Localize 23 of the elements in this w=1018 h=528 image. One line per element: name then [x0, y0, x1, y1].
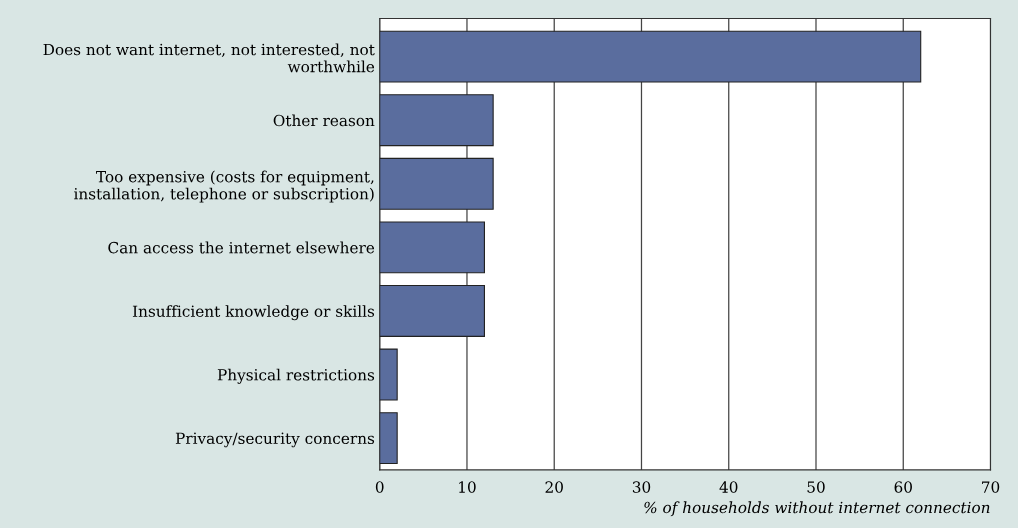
bar [379, 221, 485, 274]
x-tick-label: 60 [894, 481, 912, 493]
x-tick-label: 10 [459, 481, 476, 493]
y-tick-label: Can access the internet elsewhere [108, 241, 375, 254]
bar [379, 348, 398, 401]
bar [379, 30, 922, 83]
bar [379, 412, 398, 465]
y-tick-label: Insufficient knowledge or skills [132, 305, 375, 321]
y-tick-label: Other reason [273, 114, 375, 127]
x-tick-label: 20 [545, 481, 563, 493]
x-tick-label: 50 [807, 481, 825, 493]
x-tick-label: 0 [375, 481, 384, 493]
x-tick-label: 40 [719, 481, 738, 493]
y-tick-label: Too expensive (costs for equipment, installation, telephone or subscription) [74, 170, 374, 203]
y-tick-label: Privacy/security concerns [175, 432, 375, 448]
x-axis-title: % of households without internet connection [644, 501, 990, 517]
y-tick-label: Physical restrictions [217, 368, 375, 384]
bar [379, 94, 494, 147]
y-tick-label: Does not want internet, not interested, not worthwhile [43, 43, 375, 73]
bar [379, 284, 485, 337]
x-tick-label: 30 [632, 481, 651, 493]
x-tick-label: 70 [982, 481, 1000, 493]
bar [379, 157, 494, 210]
